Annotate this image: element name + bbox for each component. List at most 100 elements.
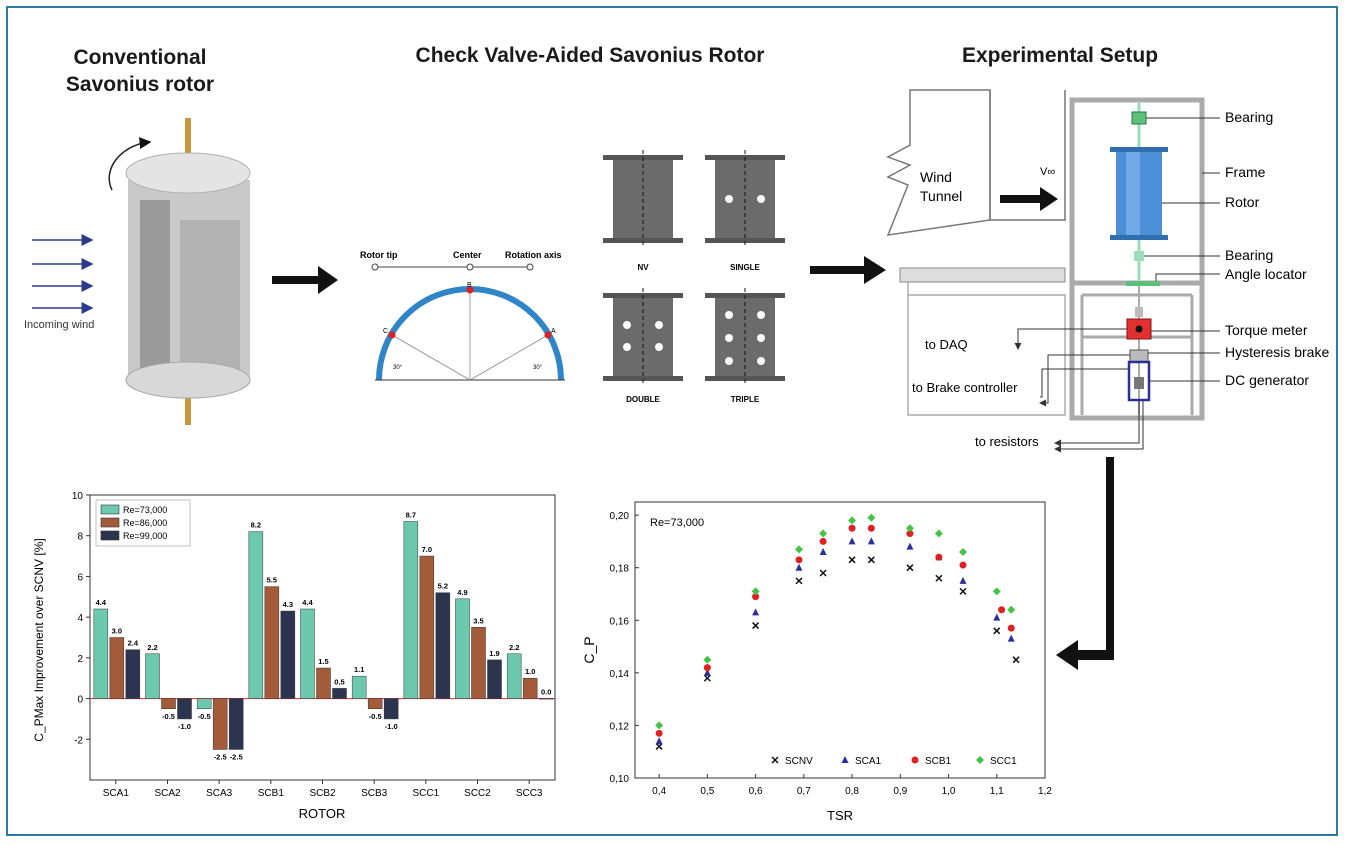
- bar: [316, 667, 331, 699]
- bar-x-tick-label: SCC1: [412, 788, 439, 799]
- shaft-bottom: [185, 380, 191, 425]
- scatter-y-tick-label: 0,18: [610, 564, 630, 575]
- bar: [538, 698, 554, 700]
- rotation-axis-label: Rotation axis: [505, 250, 562, 260]
- scatter-point-scnv: [655, 742, 663, 750]
- rotor-blade-inner: [140, 200, 170, 370]
- hysteresis-brake: [1129, 349, 1149, 363]
- scatter-point-sca1: [703, 668, 711, 676]
- frame-label: Frame: [1225, 164, 1266, 180]
- dc-generator-label: DC generator: [1225, 372, 1309, 388]
- scatter-point-sca1: [867, 537, 875, 545]
- scatter-x-tick-label: 1,0: [942, 786, 956, 797]
- rotation-arrow-icon: [108, 137, 152, 191]
- bar-data-label: 5.2: [438, 582, 448, 591]
- torque-meter-label: Torque meter: [1225, 322, 1308, 338]
- bar-y-tick-label: 2: [77, 654, 83, 665]
- scatter-x-tick-label: 0,7: [797, 786, 811, 797]
- bar-x-tick-label: SCA1: [103, 788, 130, 799]
- rotor-endplate: [1110, 147, 1168, 152]
- bar: [455, 598, 470, 699]
- scatter-chart: 0,4 0,5 0,6 0,7 0,8 0,9 1,0 1,1 1,2 0,10 0,12 0,14 0…: [581, 501, 1052, 823]
- config-triple: TRIPLE: [705, 288, 785, 404]
- scatter-point-scnv: [959, 587, 967, 595]
- bar-data-label: 7.0: [422, 545, 432, 554]
- bar: [125, 649, 141, 699]
- brake-cable-2: [1040, 368, 1129, 398]
- bar-y-tick-label: -2: [74, 735, 83, 746]
- legend-marker-scnv: [771, 756, 779, 764]
- scatter-x-tick-label: 1,1: [990, 786, 1004, 797]
- bar-y-tick-label: 0: [77, 695, 83, 706]
- point-a-label: A: [551, 328, 556, 335]
- experimental-setup-schematic: Wind Tunnel V∞ to DAQ to Brake controlle…: [886, 89, 1329, 453]
- scatter-point-sca1: [1007, 634, 1015, 642]
- scatter-point-scb1: [819, 537, 827, 545]
- scatter-y-tick-label: 0,16: [610, 616, 630, 627]
- scatter-point-scc1: [992, 587, 1001, 596]
- support-frame: [1069, 97, 1205, 421]
- center-label: Center: [453, 250, 482, 260]
- bar-data-label: 3.0: [112, 627, 122, 636]
- dc-generator-core: [1134, 377, 1144, 389]
- bar-x-tick-label: SCA3: [206, 788, 233, 799]
- legend-label-re73: Re=73,000: [123, 505, 167, 515]
- bar-y-tick-label: 4: [77, 613, 83, 624]
- leader-line: [1155, 273, 1220, 281]
- bar-x-tick-label: SCC3: [516, 788, 543, 799]
- bar: [196, 698, 212, 709]
- scatter-point-scb1: [867, 524, 875, 532]
- scatter-point-sca1: [848, 537, 856, 545]
- scatter-annotation: Re=73,000: [650, 517, 704, 529]
- conventional-title: Conventional Savonius rotor: [40, 44, 240, 98]
- hysteresis-brake-label: Hysteresis brake: [1225, 344, 1329, 360]
- rotor-label: Rotor: [1225, 194, 1260, 210]
- scatter-x-tick-label: 0,8: [845, 786, 859, 797]
- bar-data-label: 8.2: [251, 521, 261, 530]
- scatter-point-scc1: [655, 721, 664, 730]
- bar: [403, 521, 419, 699]
- velocity-label: V∞: [1040, 166, 1055, 178]
- scatter-x-tick-label: 0,5: [700, 786, 714, 797]
- scatter-point-scc1: [934, 529, 943, 538]
- scatter-x-axis-label: TSR: [827, 808, 853, 823]
- legend-swatch-re86: [100, 517, 120, 528]
- scatter-plot-area: [634, 501, 1046, 779]
- bar-data-label: 1.5: [318, 657, 328, 666]
- scatter-point-sca1: [795, 563, 803, 571]
- scatter-point-scc1: [751, 587, 760, 596]
- scatter-point-scc1: [1007, 605, 1016, 614]
- scatter-point-scc1: [703, 655, 712, 664]
- scatter-point-sca1: [655, 737, 663, 745]
- resistor-cable-2: [1054, 400, 1144, 453]
- bar-chart: 4.43.02.4 2.2-0.5-1.0-0.5-2.5 -2.58.25.54.…: [32, 491, 556, 821]
- scatter-y-tick-label: 0,14: [610, 669, 630, 680]
- to-brake-label: to Brake controller: [912, 380, 1018, 395]
- bar: [383, 698, 399, 720]
- bar-x-tick-label: SCC2: [464, 788, 491, 799]
- legend-marker-sca1: [841, 756, 849, 763]
- rotor-endplate-bottom: [125, 361, 251, 399]
- legend-label-scc1: SCC1: [990, 756, 1017, 767]
- to-resistors-label: to resistors: [975, 434, 1039, 449]
- scatter-point-scb1: [752, 593, 760, 601]
- bar: [332, 688, 347, 699]
- legend-label-re99: Re=99,000: [123, 531, 167, 541]
- radius-line: [469, 334, 549, 381]
- scatter-point-scnv: [703, 674, 711, 682]
- bar: [109, 637, 125, 699]
- scatter-point-scc1: [848, 516, 857, 525]
- angle-locator-label: Angle locator: [1225, 266, 1307, 282]
- brake-cable: [1039, 354, 1130, 407]
- scatter-point-scnv: [993, 627, 1001, 635]
- bar-x-tick-label: SCA2: [154, 788, 181, 799]
- bar-x-tick-label: SCB3: [361, 788, 388, 799]
- scatter-point-sca1: [819, 547, 827, 555]
- bar-data-label: -1.0: [178, 722, 191, 731]
- rotor-highlight: [1126, 152, 1140, 235]
- bar: [435, 592, 451, 699]
- bar-y-axis-label: C_PMax Improvement over SCNV [%]: [32, 538, 46, 741]
- result-arrow-icon: [1056, 457, 1114, 670]
- bar: [471, 627, 486, 699]
- bar-data-label: -1.0: [385, 722, 398, 731]
